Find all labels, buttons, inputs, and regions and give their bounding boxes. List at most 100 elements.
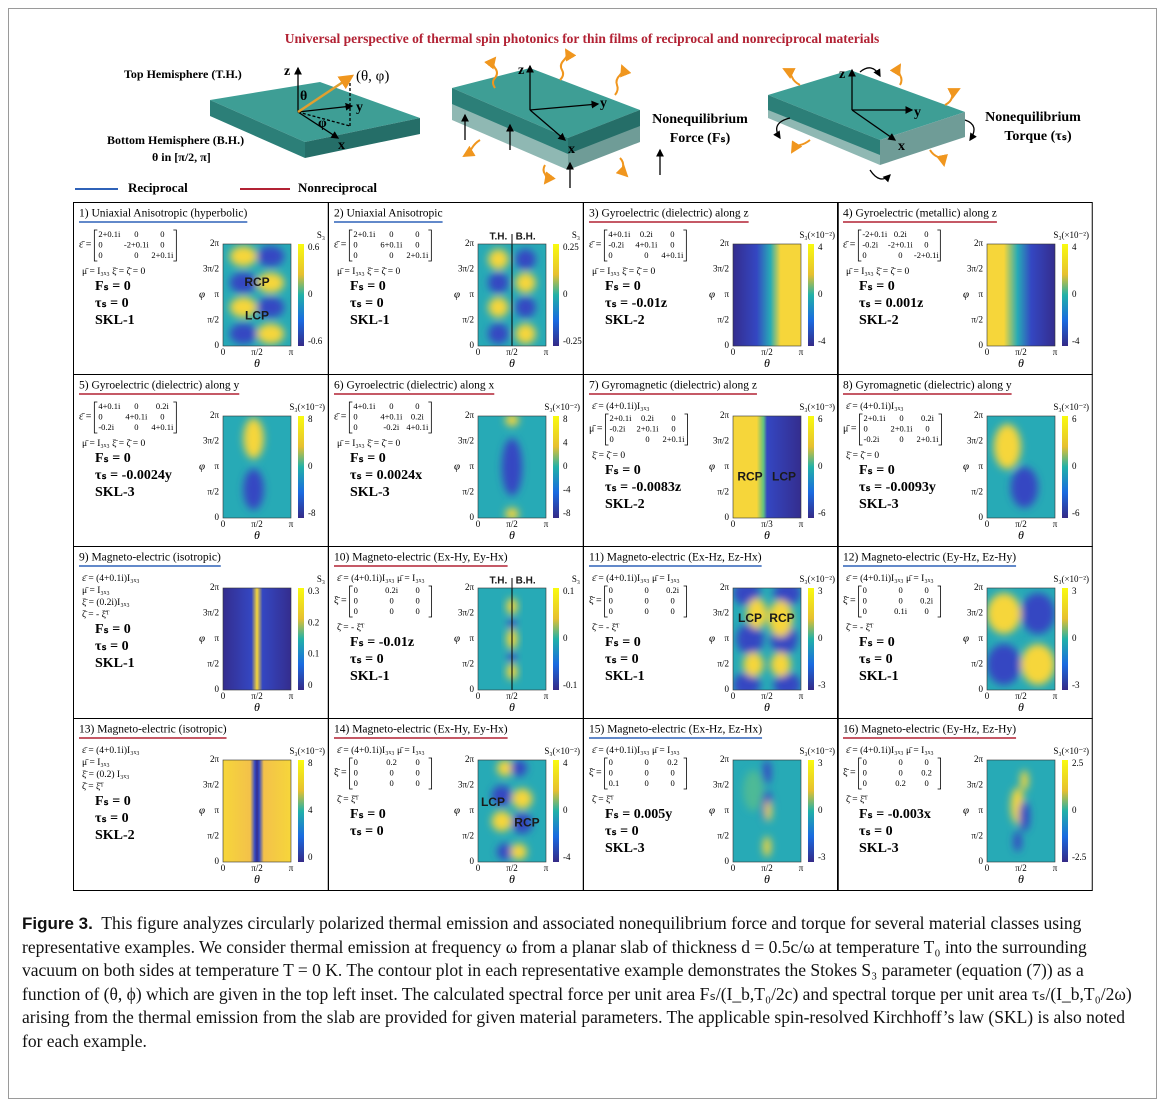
y-tick-label: 2π xyxy=(465,410,475,420)
heatmap xyxy=(733,760,801,862)
material-line: ε̄ = (4+0.1i)I₃ₓ₃ μ̄ = I₃ₓ₃ xyxy=(337,573,425,584)
y-tick-label: π/2 xyxy=(462,659,474,669)
matrix-label: ξ̄ = xyxy=(843,595,856,606)
colorbar-tick-label: -8 xyxy=(308,508,316,518)
matrix-cell: 0 xyxy=(899,767,903,777)
colorbar-label: S₃(×10⁻³) xyxy=(799,402,835,412)
y-tick-label: π xyxy=(724,289,729,299)
heatmap-bg xyxy=(478,760,546,862)
matrix-cell: 0 xyxy=(608,250,612,260)
matrix-cell: 0 xyxy=(415,767,419,777)
skl-label: SKL-3 xyxy=(605,841,645,856)
colorbar-tick-label: 0 xyxy=(308,289,313,299)
matrix-cell: 0 xyxy=(644,606,648,616)
matrix-cell: 2+0.1i xyxy=(609,413,632,423)
matrix-cell: 0.2i xyxy=(641,413,655,423)
y-tick-label: π/2 xyxy=(207,831,219,841)
y-tick-label: 2π xyxy=(465,238,475,248)
colorbar-tick-label: 0.6 xyxy=(308,242,320,252)
y-tick-label: 0 xyxy=(469,856,474,866)
annotation: RCP xyxy=(244,275,269,289)
heatmap xyxy=(733,581,801,697)
colorbar-label: S₃(×10⁻²) xyxy=(544,746,580,756)
y-axis-label: φ xyxy=(709,289,715,301)
x-tick-label: 0 xyxy=(476,691,481,701)
y-tick-label: 3π/2 xyxy=(458,436,474,446)
colorbar-label: S₃(×10⁻²) xyxy=(1054,230,1090,240)
panel: 15) Magneto-electric (Ex-Hz, Ez-Hx)ε̄ = … xyxy=(583,718,839,891)
material-line: ε̄ = (4+0.1i)I₃ₓ₃ xyxy=(846,401,904,412)
material-line: ε̄ = (4+0.1i)I₃ₓ₃ μ̄ = I₃ₓ₃ xyxy=(846,573,934,584)
matrix-cell: 0 xyxy=(900,413,904,423)
panel: 13) Magneto-electric (isotropic)ε̄ = (4+… xyxy=(73,718,329,891)
y-axis-label: φ xyxy=(454,633,460,645)
heatmap-blob xyxy=(243,418,263,459)
matrix-cell: 0 xyxy=(415,595,419,605)
colorbar-tick-label: 8 xyxy=(308,758,313,768)
y-tick-label: π xyxy=(469,633,474,643)
matrix-cell: 0 xyxy=(899,595,903,605)
colorbar-tick-label: -2.5 xyxy=(1072,852,1087,862)
caption: Figure 3. This figure analyzes circularl… xyxy=(22,912,1142,1053)
heatmap-blob xyxy=(510,844,526,860)
material-line: ε̄ = (4+0.1i)I₃ₓ₃ xyxy=(82,573,140,584)
colorbar xyxy=(553,244,559,346)
colorbar-tick-label: -6 xyxy=(818,508,826,518)
colorbar xyxy=(553,760,559,862)
matrix-label: ξ̄ = xyxy=(589,767,602,778)
panel: 8) Gyromagnetic (dielectric) along yε̄ =… xyxy=(837,374,1093,547)
x-tick-label: π xyxy=(1053,347,1058,357)
matrix-cell: 0 xyxy=(608,606,612,616)
y-axis-label: φ xyxy=(963,805,969,817)
matrix-cell: 0.2 xyxy=(667,757,678,767)
y-tick-label: π xyxy=(724,805,729,815)
y-tick-label: 3π/2 xyxy=(967,436,983,446)
y-tick-label: π/2 xyxy=(972,831,984,841)
heatmap-blob xyxy=(1019,801,1030,832)
colorbar-tick-label: 4 xyxy=(308,805,313,815)
top-hemisphere-label: Top Hemisphere (T.H.) xyxy=(124,67,242,81)
force-label: Fₛ = 0 xyxy=(350,807,386,822)
matrix-cell: -0.2i xyxy=(383,422,399,432)
panel: 16) Magneto-electric (Ey-Hz, Ez-Hy)ε̄ = … xyxy=(837,718,1093,891)
matrix-cell: 0 xyxy=(925,606,929,616)
material-line: μ̄ = I₃ₓ₃ ξ̄ = ζ̄ = 0 xyxy=(337,438,401,449)
matrix-cell: 0 xyxy=(389,767,393,777)
colorbar-label: S₃ xyxy=(317,230,325,240)
y-tick-label: π xyxy=(724,461,729,471)
colorbar-label: S₃ xyxy=(317,574,325,584)
colorbar-tick-label: 0.3 xyxy=(308,586,320,596)
y-tick-label: 3π/2 xyxy=(203,780,219,790)
x-axis-label: θ xyxy=(764,872,770,886)
matrix-cell: 0 xyxy=(389,606,393,616)
matrix-cell: 0 xyxy=(899,585,903,595)
material-line: ζ̄ = ξ̄ᵀ xyxy=(337,794,359,805)
heatmap-blob xyxy=(987,644,1021,685)
material-line: ε̄ = (4+0.1i)I₃ₓ₃ μ̄ = I₃ₓ₃ xyxy=(592,573,680,584)
matrix-label: ε̄ = xyxy=(843,239,856,250)
heatmap-blob xyxy=(994,424,1021,469)
x-axis-label: θ xyxy=(1018,872,1024,886)
y-tick-label: 0 xyxy=(979,684,984,694)
matrix-cell: 0 xyxy=(925,757,929,767)
heatmap-blob xyxy=(230,246,257,266)
panel: 14) Magneto-electric (Ex-Hy, Ey-Hx)ε̄ = … xyxy=(328,718,584,891)
y-tick-label: 0 xyxy=(469,512,474,522)
torque-label: τₛ = -0.0024y xyxy=(95,468,172,483)
matrix-cell: 0 xyxy=(644,250,648,260)
y-tick-label: π/2 xyxy=(972,659,984,669)
matrix-cell: 0.2 xyxy=(922,767,933,777)
panel-title: 1) Uniaxial Anisotropic (hyperbolic) xyxy=(79,208,247,220)
x-tick-label: 0 xyxy=(221,519,226,529)
heatmap-blob xyxy=(1021,593,1055,634)
x-tick-label: 0 xyxy=(730,347,735,357)
material-line: ε̄ = (4+0.1i)I₃ₓ₃ xyxy=(592,401,650,412)
panel: 10) Magneto-electric (Ex-Hy, Ey-Hx)ε̄ = … xyxy=(328,546,584,719)
skl-label: SKL-2 xyxy=(95,828,135,843)
matrix-cell: 0.2i xyxy=(920,595,934,605)
y-axis-label: φ xyxy=(709,633,715,645)
x-tick-label: π xyxy=(798,691,803,701)
force-label: Fₛ = 0 xyxy=(95,279,131,294)
x-tick-label: 0 xyxy=(730,863,735,873)
figure-title: Universal perspective of thermal spin ph… xyxy=(285,31,880,46)
